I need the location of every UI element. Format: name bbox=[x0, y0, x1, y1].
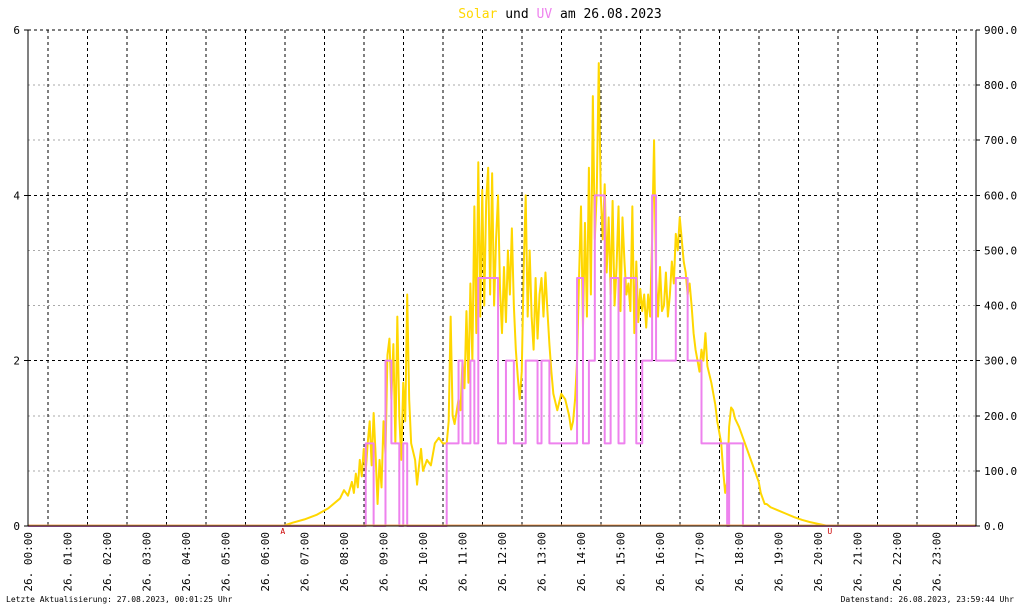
y-left-tick-label: 2 bbox=[13, 355, 20, 368]
y-right-tick-label: 100.0 bbox=[984, 465, 1017, 478]
footer-data-status: Datenstand: 26.08.2023, 23:59:44 Uhr bbox=[841, 595, 1015, 604]
x-tick-label: 26. 07:00 bbox=[299, 532, 312, 592]
x-tick-label: 26. 01:00 bbox=[62, 532, 75, 592]
x-tick-label: 26. 17:00 bbox=[694, 532, 707, 592]
y-right-tick-label: 400.0 bbox=[984, 300, 1017, 313]
title-space-2 bbox=[529, 7, 537, 22]
y-right-tick-label: 0.0 bbox=[984, 520, 1004, 533]
x-tick-label: 26. 03:00 bbox=[141, 532, 154, 592]
x-tick-label: 26. 14:00 bbox=[575, 532, 588, 592]
y-right-tick-label: 300.0 bbox=[984, 355, 1017, 368]
y-right-tick-label: 500.0 bbox=[984, 244, 1017, 257]
title-solar: Solar bbox=[458, 7, 497, 22]
x-tick-label: 26. 13:00 bbox=[536, 532, 549, 592]
title-date: 26.08.2023 bbox=[583, 7, 661, 22]
marker-a: A bbox=[280, 527, 285, 536]
y-right-tick-label: 600.0 bbox=[984, 189, 1017, 202]
x-tick-label: 26. 10:00 bbox=[417, 532, 430, 592]
x-tick-label: 26. 02:00 bbox=[101, 532, 114, 592]
y-right-tick-label: 800.0 bbox=[984, 79, 1017, 92]
x-tick-label: 26. 16:00 bbox=[654, 532, 667, 592]
footer-last-update: Letzte Aktualisierung: 27.08.2023, 00:01… bbox=[6, 595, 233, 604]
labels: 0 2 4 6 0.0 100.0 200.0 300.0 400.0 500.0 600.0 700… bbox=[13, 24, 1017, 592]
title-am: am bbox=[560, 7, 576, 22]
x-tick-label: 26. 08:00 bbox=[338, 532, 351, 592]
marker-u: U bbox=[827, 527, 832, 536]
grid bbox=[28, 29, 976, 526]
x-tick-label: 26. 12:00 bbox=[496, 532, 509, 592]
solar-series-line bbox=[28, 62, 976, 527]
x-tick-label: 26. 21:00 bbox=[852, 532, 865, 592]
x-tick-label: 26. 19:00 bbox=[773, 532, 786, 592]
x-tick-label: 26. 20:00 bbox=[812, 532, 825, 592]
x-tick-label: 26. 00:00 bbox=[22, 532, 35, 592]
axes bbox=[24, 29, 980, 527]
y-left-tick-label: 4 bbox=[13, 189, 20, 202]
series-group bbox=[28, 62, 976, 527]
title-uv: UV bbox=[537, 7, 553, 22]
y-right-tick-label: 900.0 bbox=[984, 24, 1017, 37]
y-left-tick-label: 0 bbox=[13, 520, 20, 533]
uv-series-line bbox=[28, 194, 976, 527]
x-tick-label: 26. 23:00 bbox=[931, 532, 944, 592]
title-space-4 bbox=[576, 7, 584, 22]
x-tick-label: 26. 09:00 bbox=[378, 532, 391, 592]
x-tick-label: 26. 18:00 bbox=[733, 532, 746, 592]
title-space-1 bbox=[497, 7, 505, 22]
chart-title: Solar und UV am 26.08.2023 bbox=[458, 7, 662, 22]
x-tick-label: 26. 06:00 bbox=[259, 532, 272, 592]
title-space-3 bbox=[552, 7, 560, 22]
x-tick-label: 26. 04:00 bbox=[180, 532, 193, 592]
title-und: und bbox=[505, 7, 528, 22]
y-left-tick-label: 6 bbox=[13, 24, 20, 37]
y-right-tick-label: 200.0 bbox=[984, 410, 1017, 423]
y-right-tick-label: 700.0 bbox=[984, 134, 1017, 147]
x-tick-label: 26. 05:00 bbox=[220, 532, 233, 592]
x-tick-label: 26. 15:00 bbox=[615, 532, 628, 592]
x-tick-label: 26. 22:00 bbox=[891, 532, 904, 592]
x-tick-label: 26. 11:00 bbox=[457, 532, 470, 592]
